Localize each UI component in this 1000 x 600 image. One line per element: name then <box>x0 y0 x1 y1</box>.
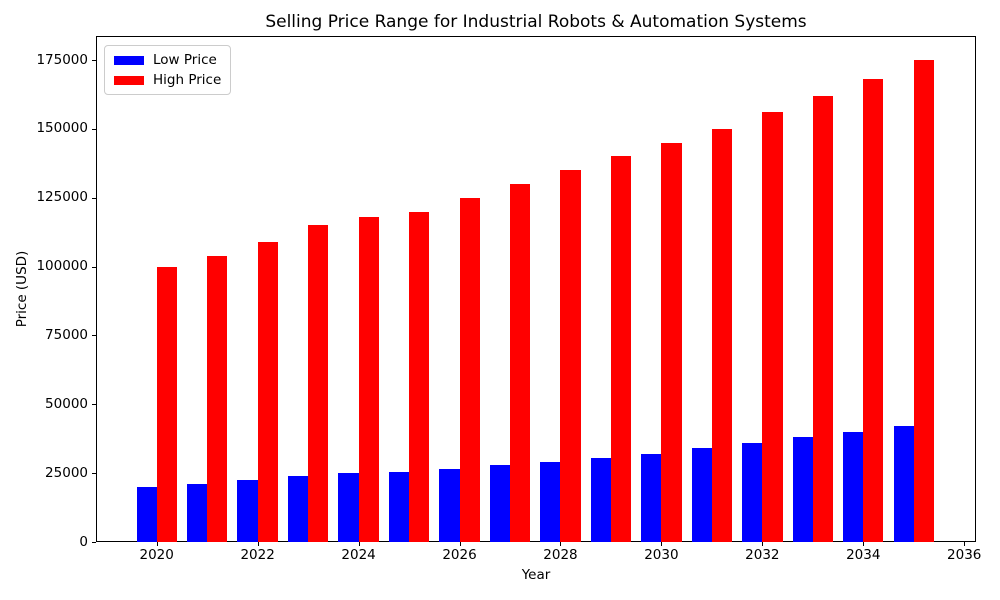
bar-high-price-2033 <box>812 95 833 542</box>
legend-label-high-price: High Price <box>153 72 222 88</box>
bar-high-price-2028 <box>560 170 581 542</box>
y-tick-label: 50000 <box>45 395 88 412</box>
y-tick-label: 100000 <box>36 258 88 275</box>
x-tick-label: 2026 <box>442 547 477 563</box>
bar-low-price-2025 <box>388 471 410 542</box>
bar-high-price-2035 <box>913 60 934 542</box>
y-tick <box>92 404 96 406</box>
bar-low-price-2035 <box>893 426 914 542</box>
bar-high-price-2020 <box>156 266 177 542</box>
bars-layer <box>96 36 976 542</box>
y-tick-label: 175000 <box>36 51 88 68</box>
bar-high-price-2029 <box>610 156 632 542</box>
x-tick <box>762 542 764 546</box>
y-tick <box>92 197 96 199</box>
bar-low-price-2024 <box>338 473 359 542</box>
bar-high-price-2031 <box>711 128 733 542</box>
low-price-swatch-icon <box>114 55 144 65</box>
x-tick-label: 2036 <box>947 547 982 563</box>
x-tick <box>560 542 562 546</box>
x-tick-label: 2020 <box>139 547 174 563</box>
y-axis-label: Price (USD) <box>14 250 30 328</box>
x-tick <box>661 542 663 546</box>
bar-low-price-2028 <box>540 462 561 542</box>
y-tick <box>92 266 96 268</box>
bar-low-price-2030 <box>641 453 662 542</box>
legend-item-low-price: Low Price <box>114 52 221 68</box>
bar-high-price-2030 <box>661 142 682 542</box>
bar-high-price-2022 <box>257 241 278 542</box>
y-tick <box>92 473 96 475</box>
plot-area <box>96 36 976 542</box>
bar-low-price-2022 <box>237 480 258 542</box>
y-tick-label: 25000 <box>45 464 88 481</box>
bar-high-price-2032 <box>762 112 783 542</box>
x-axis-label: Year <box>521 567 551 583</box>
bar-low-price-2023 <box>287 475 309 542</box>
bar-high-price-2026 <box>459 197 480 542</box>
bar-high-price-2024 <box>358 217 379 542</box>
x-tick <box>156 542 158 546</box>
x-tick <box>863 542 865 546</box>
chart-title: Selling Price Range for Industrial Robot… <box>265 12 807 32</box>
bar-low-price-2029 <box>590 458 611 542</box>
y-tick-label: 0 <box>79 533 88 550</box>
legend-label-low-price: Low Price <box>153 52 217 68</box>
bar-high-price-2027 <box>509 184 531 542</box>
x-tick <box>257 542 259 546</box>
bar-low-price-2021 <box>186 484 208 542</box>
x-tick-label: 2030 <box>644 547 679 563</box>
legend: Low Price High Price <box>104 45 232 95</box>
bar-low-price-2026 <box>439 469 460 542</box>
x-tick-label: 2024 <box>341 547 376 563</box>
legend-item-high-price: High Price <box>114 72 221 88</box>
x-tick <box>964 542 966 546</box>
bar-high-price-2023 <box>308 225 329 542</box>
bar-low-price-2027 <box>489 464 510 542</box>
y-tick-label: 75000 <box>45 326 88 343</box>
bar-low-price-2020 <box>136 486 157 542</box>
x-tick-label: 2032 <box>745 547 780 563</box>
x-tick-label: 2022 <box>240 547 275 563</box>
y-tick-label: 150000 <box>36 120 88 137</box>
bar-low-price-2032 <box>742 442 763 542</box>
bar-low-price-2033 <box>792 437 813 542</box>
x-tick <box>358 542 360 546</box>
y-tick <box>92 128 96 130</box>
x-tick-label: 2034 <box>846 547 881 563</box>
bar-high-price-2021 <box>207 255 228 542</box>
y-tick <box>92 335 96 337</box>
bar-high-price-2034 <box>863 79 884 542</box>
bar-high-price-2025 <box>409 211 430 542</box>
y-tick <box>92 542 96 543</box>
bar-low-price-2034 <box>843 431 864 542</box>
y-tick <box>92 60 96 62</box>
x-tick-label: 2028 <box>543 547 578 563</box>
high-price-swatch-icon <box>114 75 144 85</box>
x-tick <box>459 542 461 546</box>
y-tick-label: 125000 <box>36 189 88 206</box>
bar-low-price-2031 <box>691 448 712 542</box>
